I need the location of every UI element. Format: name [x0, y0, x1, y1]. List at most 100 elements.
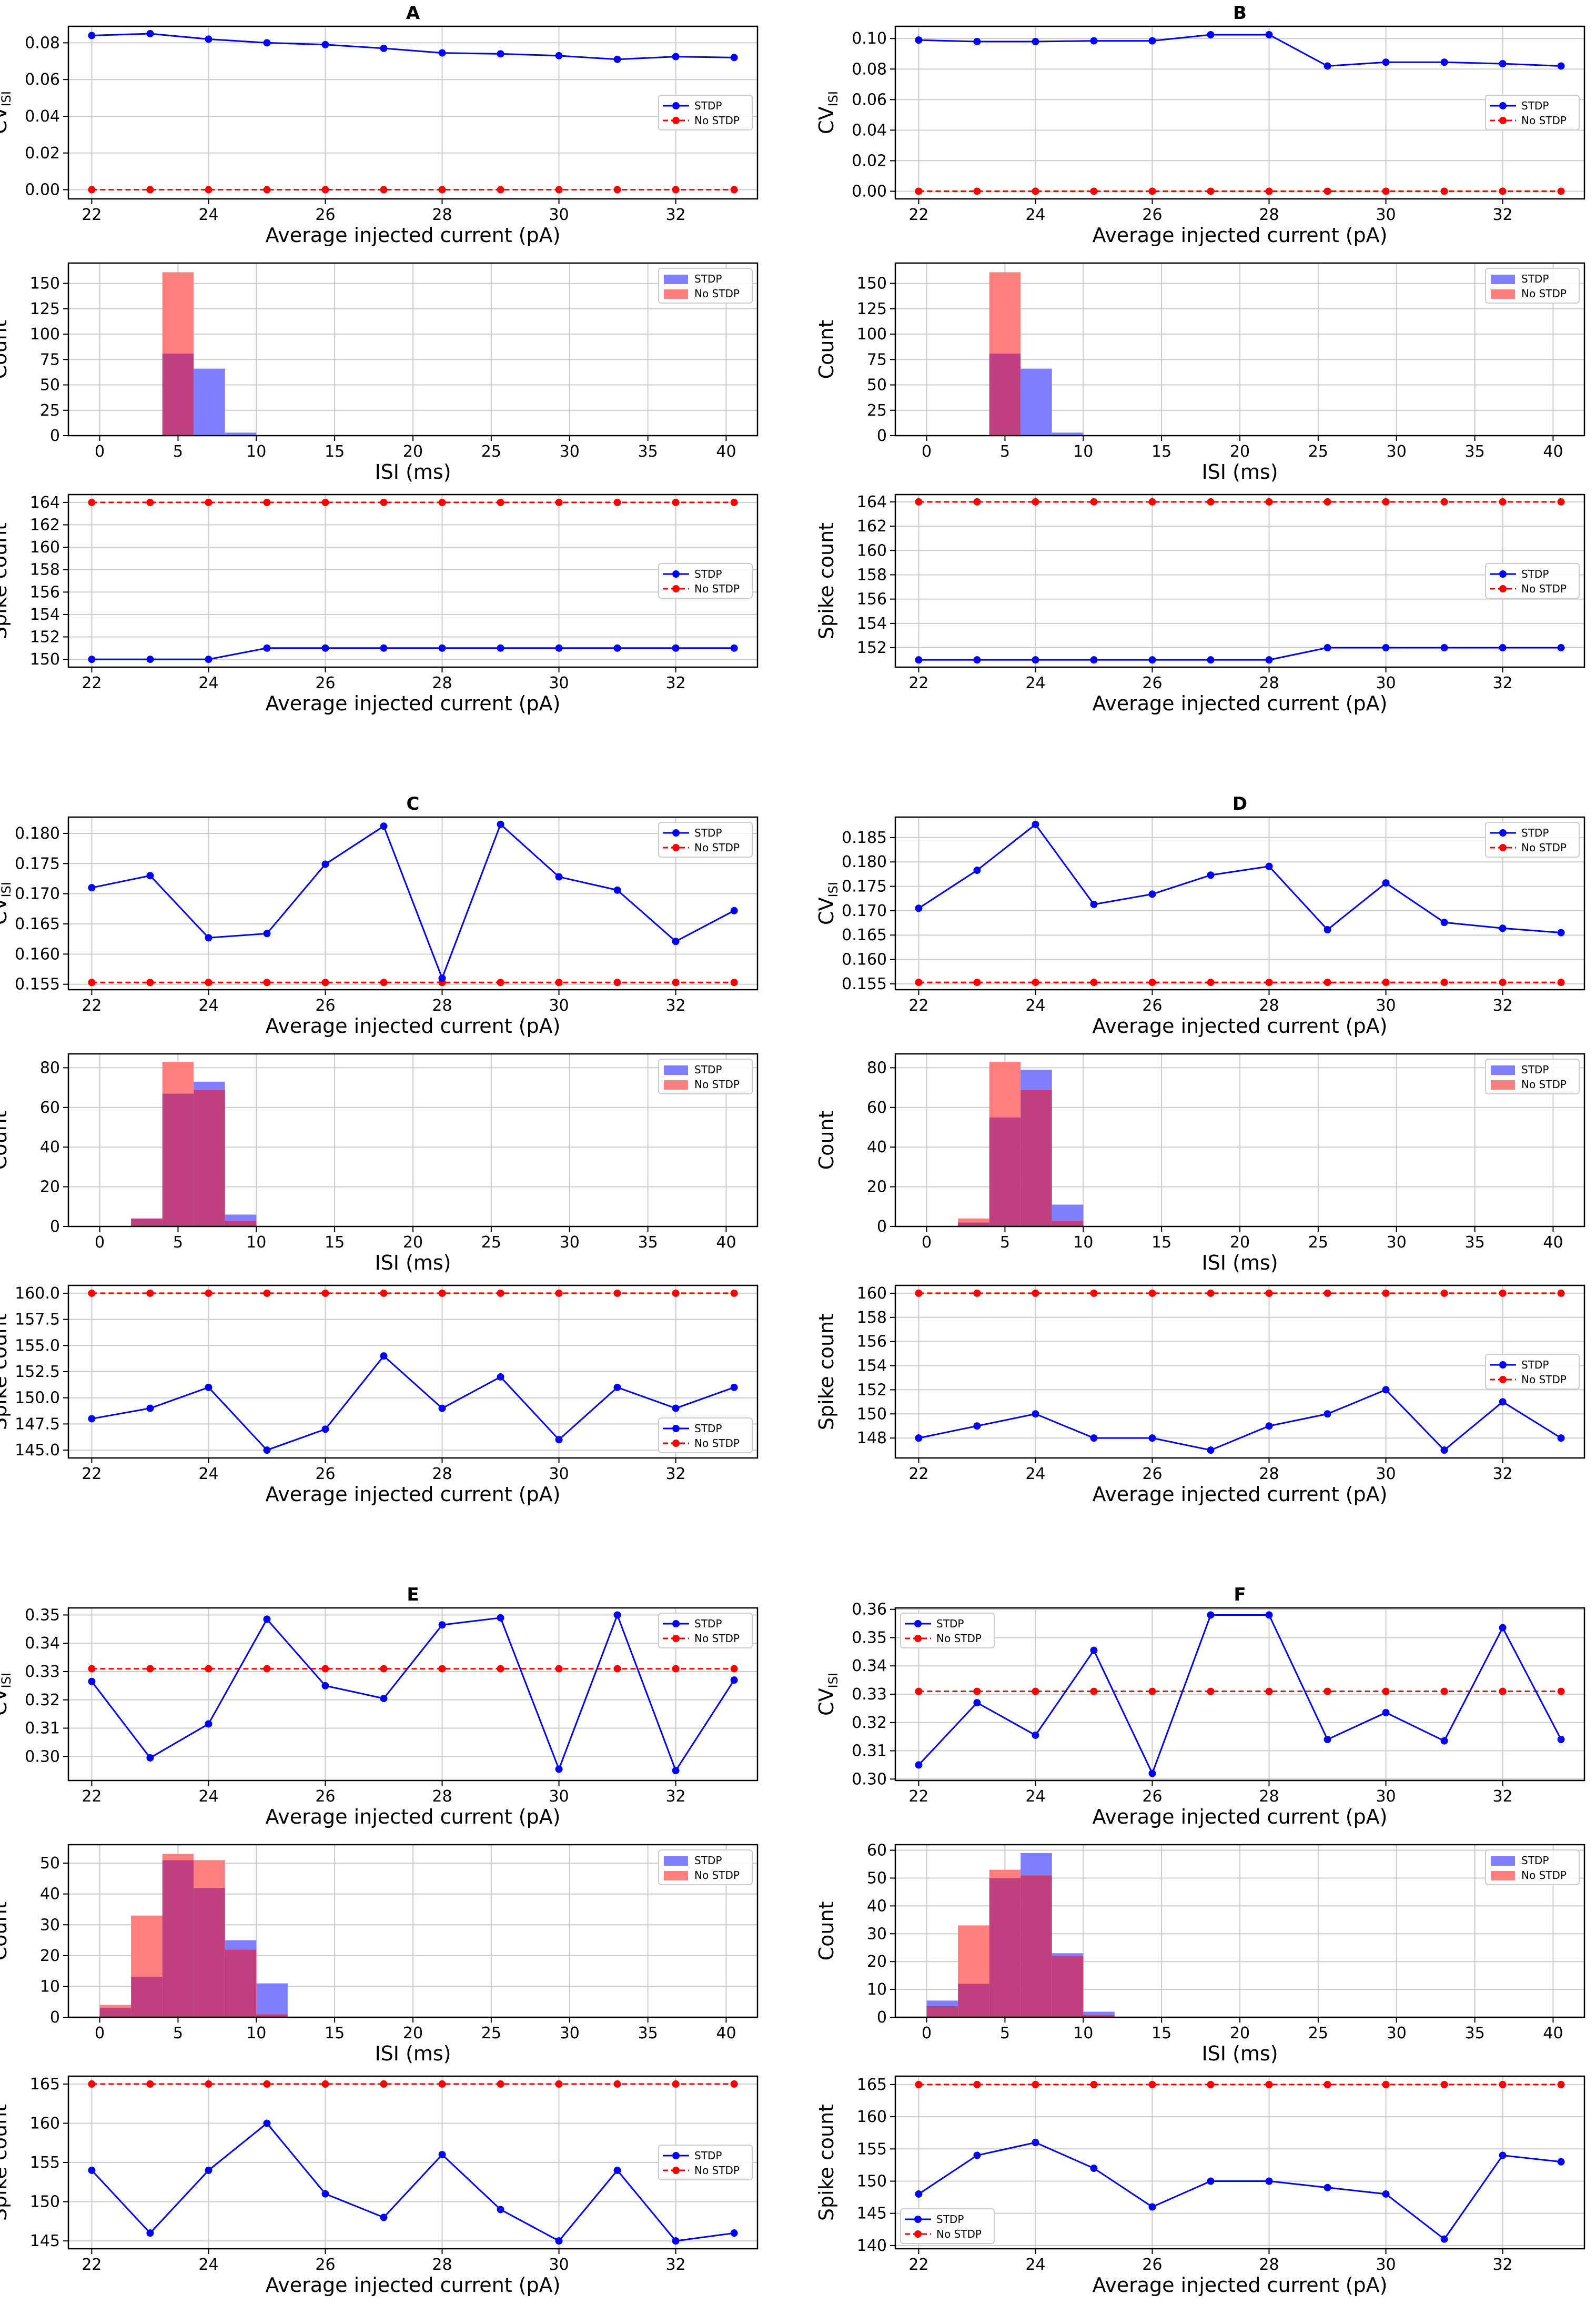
data-point-stdp [380, 44, 388, 52]
axes-frame [894, 25, 1585, 200]
legend-label-nostdp: No STDP [694, 1078, 740, 1091]
x-tick-label: 30 [1376, 2256, 1396, 2274]
x-tick-label: 32 [665, 997, 685, 1015]
data-point-stdp [146, 872, 154, 880]
data-point-nostdp [380, 979, 388, 987]
data-point-stdp [1557, 644, 1565, 652]
y-tick-label: 0 [877, 2008, 887, 2027]
legend-marker-stdp [1499, 1361, 1507, 1369]
x-tick-label: 30 [1387, 442, 1407, 461]
data-point-stdp [205, 1720, 213, 1728]
legend-label-nostdp: No STDP [936, 2228, 982, 2240]
y-axis-label-main: CV [815, 897, 838, 925]
data-point-stdp [555, 873, 563, 881]
data-point-stdp [1324, 2184, 1331, 2191]
data-point-nostdp [1265, 187, 1273, 195]
data-point-stdp [146, 1754, 154, 1762]
x-tick-label: 28 [432, 2256, 452, 2274]
x-tick-label: 26 [1142, 2256, 1162, 2274]
data-point-nostdp [1324, 2080, 1331, 2088]
data-point-nostdp [730, 2080, 738, 2088]
x-tick-label: 28 [1259, 206, 1279, 224]
data-point-nostdp [973, 498, 981, 506]
x-axis-label: ISI (ms) [375, 2042, 451, 2065]
histogram-bar-overlap [1021, 1875, 1052, 2017]
data-point-stdp [1207, 31, 1215, 38]
y-tick-label: 140 [857, 2237, 887, 2255]
x-tick-label: 30 [549, 1465, 569, 1483]
x-tick-label: 10 [1073, 2024, 1093, 2043]
x-tick-label: 26 [315, 1787, 335, 1806]
y-axis-label-main: CV [815, 1688, 838, 1716]
x-tick-label: 30 [560, 442, 580, 461]
legend-marker-nostdp [914, 1635, 922, 1642]
y-tick-label: 162 [857, 517, 887, 536]
data-point-stdp [1499, 1624, 1507, 1632]
y-tick-label: 100 [30, 325, 60, 344]
x-tick-label: 30 [549, 2256, 569, 2274]
legend: STDP No STDP [900, 1613, 995, 1648]
y-axis-label: Spike count [815, 522, 838, 639]
x-tick-label: 5 [1000, 1233, 1010, 1252]
data-point-stdp [1032, 1731, 1039, 1739]
legend-marker-nostdp [672, 1440, 680, 1447]
data-point-stdp [973, 866, 981, 874]
data-point-nostdp [380, 186, 388, 194]
y-tick-label: 0.04 [852, 121, 887, 139]
y-tick-label: 0 [50, 427, 60, 445]
legend-marker-stdp [1499, 102, 1507, 109]
y-axis-label-subscript: ISI [826, 91, 841, 106]
histogram-bar-overlap [1083, 2014, 1115, 2017]
legend-marker-stdp [914, 2216, 922, 2223]
y-axis-label-main: Spike count [0, 1313, 11, 1430]
data-point-stdp [497, 820, 504, 828]
data-point-nostdp [973, 1687, 981, 1695]
y-tick-label: 164 [30, 494, 60, 512]
series-line-stdp [91, 1613, 735, 1773]
data-point-stdp [1265, 2177, 1273, 2185]
x-tick-label: 15 [1151, 442, 1171, 461]
x-tick-label: 10 [246, 1233, 266, 1252]
data-point-nostdp [1265, 979, 1273, 987]
histogram-bar-stdp [1052, 432, 1084, 436]
x-axis-label: Average injected current (pA) [1092, 1805, 1387, 1828]
x-tick-label: 26 [1142, 206, 1162, 224]
data-point-nostdp [146, 979, 154, 987]
y-tick-label: 20 [40, 1178, 60, 1196]
histogram-bar-stdp [1083, 2011, 1115, 2015]
chart-b-cv-plot: 22 24 26 28 30 32 0.00 0.02 0.04 0.06 0.08 0.10 Aver… [815, 3, 1585, 247]
x-axis-label: Average injected current (pA) [1092, 1014, 1387, 1038]
axes-frame [67, 25, 759, 200]
data-point-nostdp [438, 186, 446, 194]
histogram-bar-overlap [225, 1220, 257, 1226]
legend-marker-nostdp [672, 844, 680, 851]
y-axis-label-main: Count [0, 1901, 11, 1961]
y-tick-label: 30 [40, 1916, 60, 1934]
y-axis-label-main: Count [0, 1111, 11, 1170]
data-point-stdp [497, 2206, 504, 2214]
x-axis-label: Average injected current (pA) [265, 2273, 560, 2297]
data-point-stdp [1499, 2151, 1507, 2159]
data-point-stdp [146, 29, 154, 37]
histogram-bar-stdp [225, 1940, 257, 1950]
data-point-nostdp [1207, 979, 1215, 987]
y-axis-label: Spike count [815, 1313, 838, 1430]
y-tick-label: 20 [867, 1953, 887, 1971]
x-tick-label: 10 [246, 2024, 266, 2043]
x-axis-label: ISI (ms) [1201, 2042, 1278, 2065]
data-point-nostdp [321, 979, 329, 987]
data-point-stdp [1148, 890, 1156, 898]
data-point-nostdp [915, 979, 923, 987]
data-point-nostdp [1148, 498, 1156, 506]
histogram-bar-nostdp [989, 1869, 1021, 1878]
histogram-bar-overlap [958, 1984, 989, 2017]
chart-c-cv-plot: 22 24 26 28 30 32 0.155 0.160 0.165 0.170 0.175 0.1… [0, 793, 759, 1038]
legend-marker-nostdp [1499, 585, 1507, 592]
data-point-stdp [730, 54, 738, 62]
legend-marker-stdp [672, 2152, 680, 2159]
data-point-nostdp [613, 2080, 621, 2088]
y-tick-label: 152 [857, 639, 887, 657]
y-tick-label: 160 [857, 2108, 887, 2126]
y-tick-label: 0.160 [15, 945, 60, 963]
